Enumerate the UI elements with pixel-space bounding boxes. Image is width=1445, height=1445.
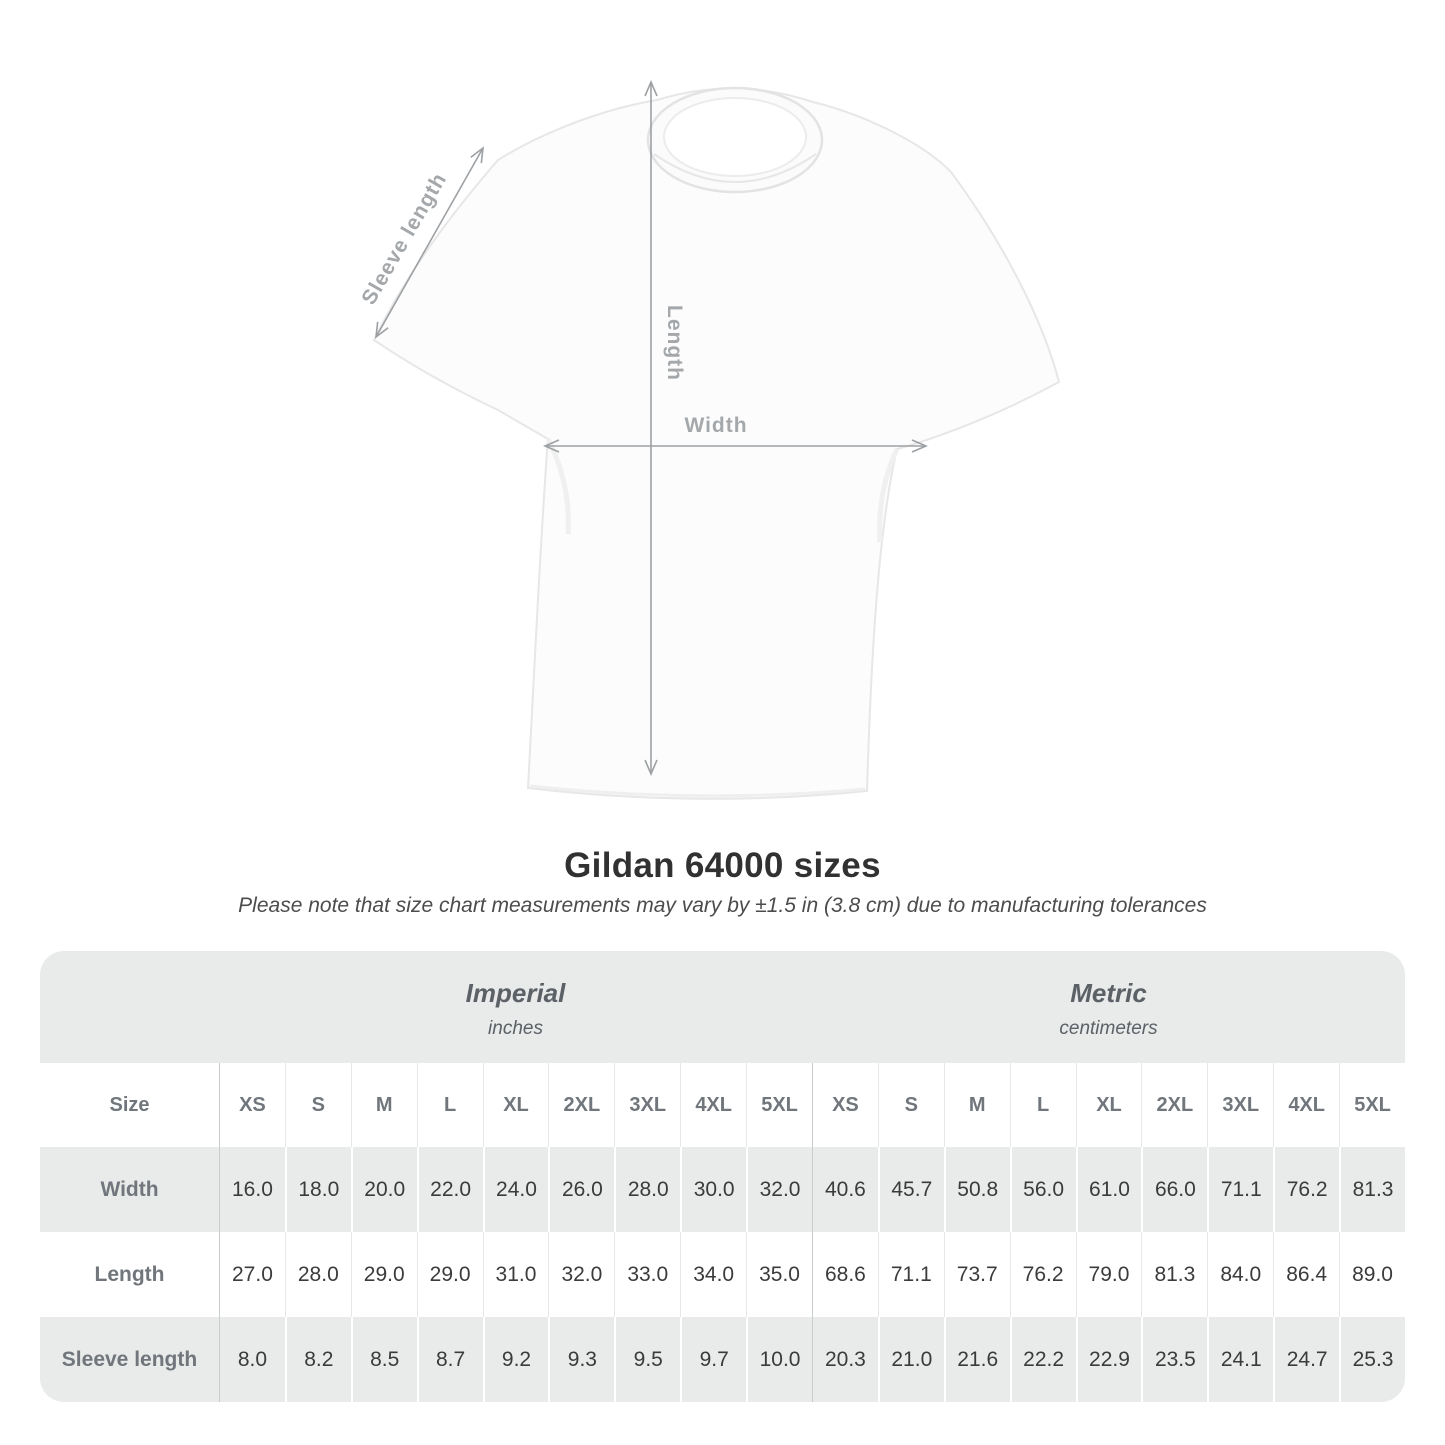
row-label-sleeve-length: Sleeve length <box>40 1317 219 1402</box>
width-dimension-label: Width <box>684 414 747 437</box>
measurement-cell-metric: 56.0 <box>1009 1147 1076 1232</box>
measurement-cell-imperial: 35.0 <box>746 1232 812 1317</box>
measurement-cell-imperial: 33.0 <box>614 1232 680 1317</box>
measurement-cell-imperial: 22.0 <box>416 1147 483 1232</box>
measurement-cell-metric: 23.5 <box>1141 1317 1208 1402</box>
page-title: Gildan 64000 sizes <box>564 846 881 885</box>
row-label-width: Width <box>40 1147 219 1232</box>
size-header-metric-4xl: 4XL <box>1273 1063 1339 1147</box>
size-header-metric-l: L <box>1009 1063 1076 1147</box>
measurement-cell-imperial: 8.2 <box>284 1317 351 1402</box>
unit-section-imperial: Imperial inches <box>219 951 812 1063</box>
size-header-imperial-xl: XL <box>482 1063 549 1147</box>
measurement-cell-metric: 24.1 <box>1207 1317 1274 1402</box>
collar-shadow <box>653 153 817 183</box>
measurement-cell-imperial: 29.0 <box>350 1232 417 1317</box>
measurement-cell-imperial: 24.0 <box>482 1147 549 1232</box>
imperial-title: Imperial <box>465 978 566 1008</box>
size-header-imperial-l: L <box>416 1063 483 1147</box>
size-header-imperial-xs: XS <box>219 1063 285 1147</box>
measurement-cell-metric: 40.6 <box>811 1147 878 1232</box>
unit-section-metric: Metric centimeters <box>812 951 1405 1063</box>
size-header-metric-xl: XL <box>1075 1063 1142 1147</box>
size-header-metric-s: S <box>877 1063 944 1147</box>
measurement-cell-imperial: 9.2 <box>482 1317 549 1402</box>
measurement-cell-metric: 89.0 <box>1339 1232 1405 1317</box>
size-header-imperial-5xl: 5XL <box>746 1063 812 1147</box>
measurement-cell-imperial: 27.0 <box>219 1232 285 1317</box>
measurement-cell-imperial: 9.3 <box>548 1317 615 1402</box>
tshirt-size-diagram: Width Length Sleeve length <box>357 60 1061 800</box>
size-header-metric-3xl: 3XL <box>1207 1063 1273 1147</box>
measurement-cell-metric: 20.3 <box>811 1317 878 1402</box>
measurement-cell-metric: 68.6 <box>811 1232 878 1317</box>
sleeve-length-arrow <box>376 148 483 337</box>
size-header-imperial-2xl: 2XL <box>548 1063 614 1147</box>
measurement-cell-imperial: 9.7 <box>680 1317 747 1402</box>
measurement-cell-metric: 50.8 <box>943 1147 1010 1232</box>
measurement-cell-imperial: 31.0 <box>482 1232 549 1317</box>
size-header-metric-xs: XS <box>811 1063 878 1147</box>
measurement-cell-metric: 79.0 <box>1075 1232 1142 1317</box>
size-column-header: Size <box>109 1093 150 1116</box>
measurement-cell-metric: 71.1 <box>1207 1147 1274 1232</box>
measurement-cell-metric: 25.3 <box>1339 1317 1405 1402</box>
imperial-unit: inches <box>488 1018 543 1039</box>
measurement-cell-imperial: 8.0 <box>219 1317 285 1402</box>
measurement-cell-imperial: 16.0 <box>219 1147 285 1232</box>
measurement-cell-imperial: 32.0 <box>746 1147 812 1232</box>
measurement-cell-metric: 86.4 <box>1273 1232 1339 1317</box>
measurement-cell-imperial: 30.0 <box>680 1147 747 1232</box>
size-table-card: Imperial inches Metric centimeters Size X… <box>40 951 1405 1402</box>
size-table-grid: Size XS S M L XL 2XL 3XL 4XL 5XL XS S M L XL 2XL 3XL 4XL 5… <box>40 1063 1405 1402</box>
measurement-cell-metric: 24.7 <box>1273 1317 1340 1402</box>
measurement-cell-metric: 81.3 <box>1339 1147 1405 1232</box>
measurement-cell-imperial: 32.0 <box>548 1232 614 1317</box>
tshirt-body <box>372 87 1061 800</box>
tshirt-image <box>372 86 1061 800</box>
size-header-metric-5xl: 5XL <box>1339 1063 1405 1147</box>
measurement-cell-imperial: 18.0 <box>284 1147 351 1232</box>
size-header-metric-m: M <box>943 1063 1010 1147</box>
measurement-cell-imperial: 8.5 <box>350 1317 417 1402</box>
measurement-cell-imperial: 26.0 <box>548 1147 615 1232</box>
measurement-cell-metric: 21.0 <box>877 1317 944 1402</box>
measurement-cell-metric: 71.1 <box>877 1232 944 1317</box>
unit-header-band: Imperial inches Metric centimeters <box>40 951 1405 1063</box>
measurement-cell-metric: 22.9 <box>1075 1317 1142 1402</box>
measurement-cell-imperial: 10.0 <box>746 1317 812 1402</box>
size-header-imperial-m: M <box>350 1063 417 1147</box>
measurement-cell-metric: 84.0 <box>1207 1232 1273 1317</box>
measurement-cell-metric: 73.7 <box>943 1232 1010 1317</box>
length-dimension-label: Length <box>663 305 686 381</box>
size-header-metric-2xl: 2XL <box>1141 1063 1207 1147</box>
measurement-cell-imperial: 29.0 <box>416 1232 483 1317</box>
measurement-cell-imperial: 34.0 <box>680 1232 746 1317</box>
right-armpit-crease <box>877 447 900 543</box>
measurement-cell-metric: 66.0 <box>1141 1147 1208 1232</box>
measurement-cell-metric: 81.3 <box>1141 1232 1207 1317</box>
measurement-cell-imperial: 28.0 <box>614 1147 681 1232</box>
size-header-imperial-4xl: 4XL <box>680 1063 746 1147</box>
size-header-imperial-s: S <box>284 1063 351 1147</box>
measurement-cell-metric: 76.2 <box>1273 1147 1340 1232</box>
measurement-cell-metric: 76.2 <box>1009 1232 1076 1317</box>
measurement-cell-imperial: 20.0 <box>350 1147 417 1232</box>
measurement-cell-metric: 45.7 <box>877 1147 944 1232</box>
measurement-cell-metric: 22.2 <box>1009 1317 1076 1402</box>
measurement-cell-imperial: 28.0 <box>284 1232 351 1317</box>
metric-unit: centimeters <box>1059 1018 1158 1039</box>
tolerance-note: Please note that size chart measurements… <box>238 894 1207 917</box>
measurement-cell-imperial: 8.7 <box>416 1317 483 1402</box>
hem-shadow <box>529 784 866 798</box>
measurement-cell-metric: 21.6 <box>943 1317 1010 1402</box>
measurement-cell-metric: 61.0 <box>1075 1147 1142 1232</box>
metric-title: Metric <box>1070 978 1147 1008</box>
row-label-length: Length <box>94 1262 165 1286</box>
measurement-cell-imperial: 9.5 <box>614 1317 681 1402</box>
size-header-imperial-3xl: 3XL <box>614 1063 680 1147</box>
collar-inner <box>663 97 807 177</box>
